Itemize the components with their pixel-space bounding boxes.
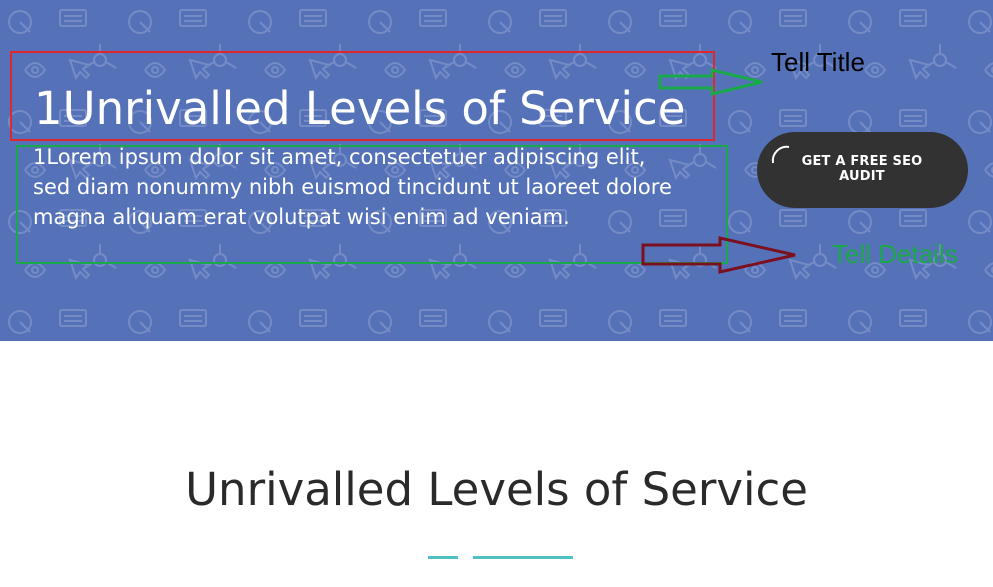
hero-banner: 1Unrivalled Levels of Service 1Lorem ips… [0,0,993,341]
tell-details-annotation: Tell Details [832,239,958,269]
tell-title-annotation: Tell Title [771,47,865,77]
hero-title: 1Unrivalled Levels of Service [34,82,686,135]
hero-description-line: sed diam nonummy nibh euismod tincidunt … [33,175,672,199]
hero-description: 1Lorem ipsum dolor sit amet, consectetue… [33,142,733,232]
free-seo-audit-button[interactable]: GET A FREE SEO AUDIT [757,132,968,208]
cta-label-line: GET A FREE SEO [801,154,923,169]
free-seo-audit-label: GET A FREE SEO AUDIT [787,154,937,184]
heading-divider-long [473,556,573,559]
title-annotation-box [10,51,715,141]
loading-spinner-icon [771,145,790,164]
hero-description-line: 1Lorem ipsum dolor sit amet, consectetue… [33,145,646,169]
details-annotation-box [16,145,728,264]
hero-description-line: magna aliquam erat volutpat wisi enim ad… [33,205,570,229]
cta-label-line: AUDIT [839,169,885,184]
section-heading: Unrivalled Levels of Service [185,463,808,516]
heading-divider-short [428,556,458,559]
